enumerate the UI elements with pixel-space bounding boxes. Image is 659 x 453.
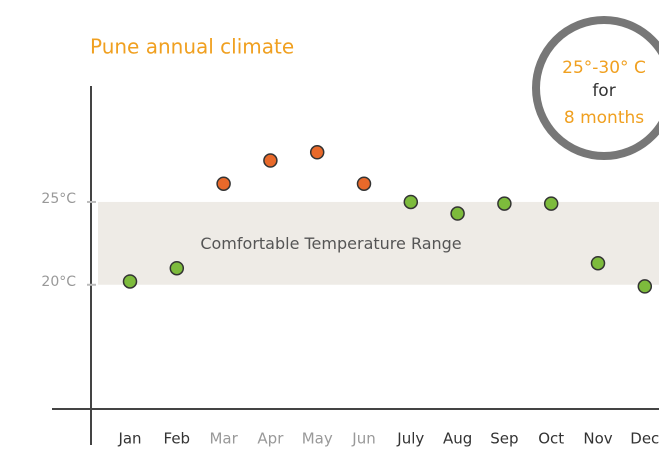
point [122, 274, 138, 289]
point [356, 176, 372, 191]
comfort-band [98, 201, 659, 285]
point [590, 255, 606, 271]
x-tick-label: July [396, 430, 424, 448]
x-tick-label: Dec [630, 430, 659, 448]
point [169, 260, 185, 276]
x-tick-label: Sep [490, 430, 518, 448]
badge-line3: 8 months [564, 108, 644, 128]
x-tick-label: Aug [443, 430, 472, 448]
x-tick-label: Oct [538, 430, 564, 448]
point [309, 145, 325, 160]
band-label: Comfortable Temperature Range [200, 234, 461, 253]
point [497, 196, 512, 211]
y-tick-label: 25°C [41, 191, 76, 207]
point [263, 153, 278, 168]
x-tick-label: Mar [209, 430, 238, 448]
x-tick-label: Feb [164, 430, 191, 448]
x-tick-label: May [302, 430, 333, 448]
badge-line2: for [592, 81, 615, 101]
badge-line1: 25°-30° C [562, 58, 646, 78]
chart-title: Pune annual climate [90, 35, 294, 59]
x-tick-label: Nov [583, 430, 612, 448]
point [543, 196, 559, 211]
x-tick-label: Jun [351, 430, 375, 448]
x-tick-label: Jan [117, 430, 141, 448]
point [216, 176, 231, 191]
point [637, 279, 653, 294]
badge-ring [532, 16, 659, 160]
point [403, 194, 419, 210]
point [450, 206, 465, 221]
x-tick-label: Apr [257, 430, 284, 448]
y-tick-label: 20°C [41, 274, 76, 290]
